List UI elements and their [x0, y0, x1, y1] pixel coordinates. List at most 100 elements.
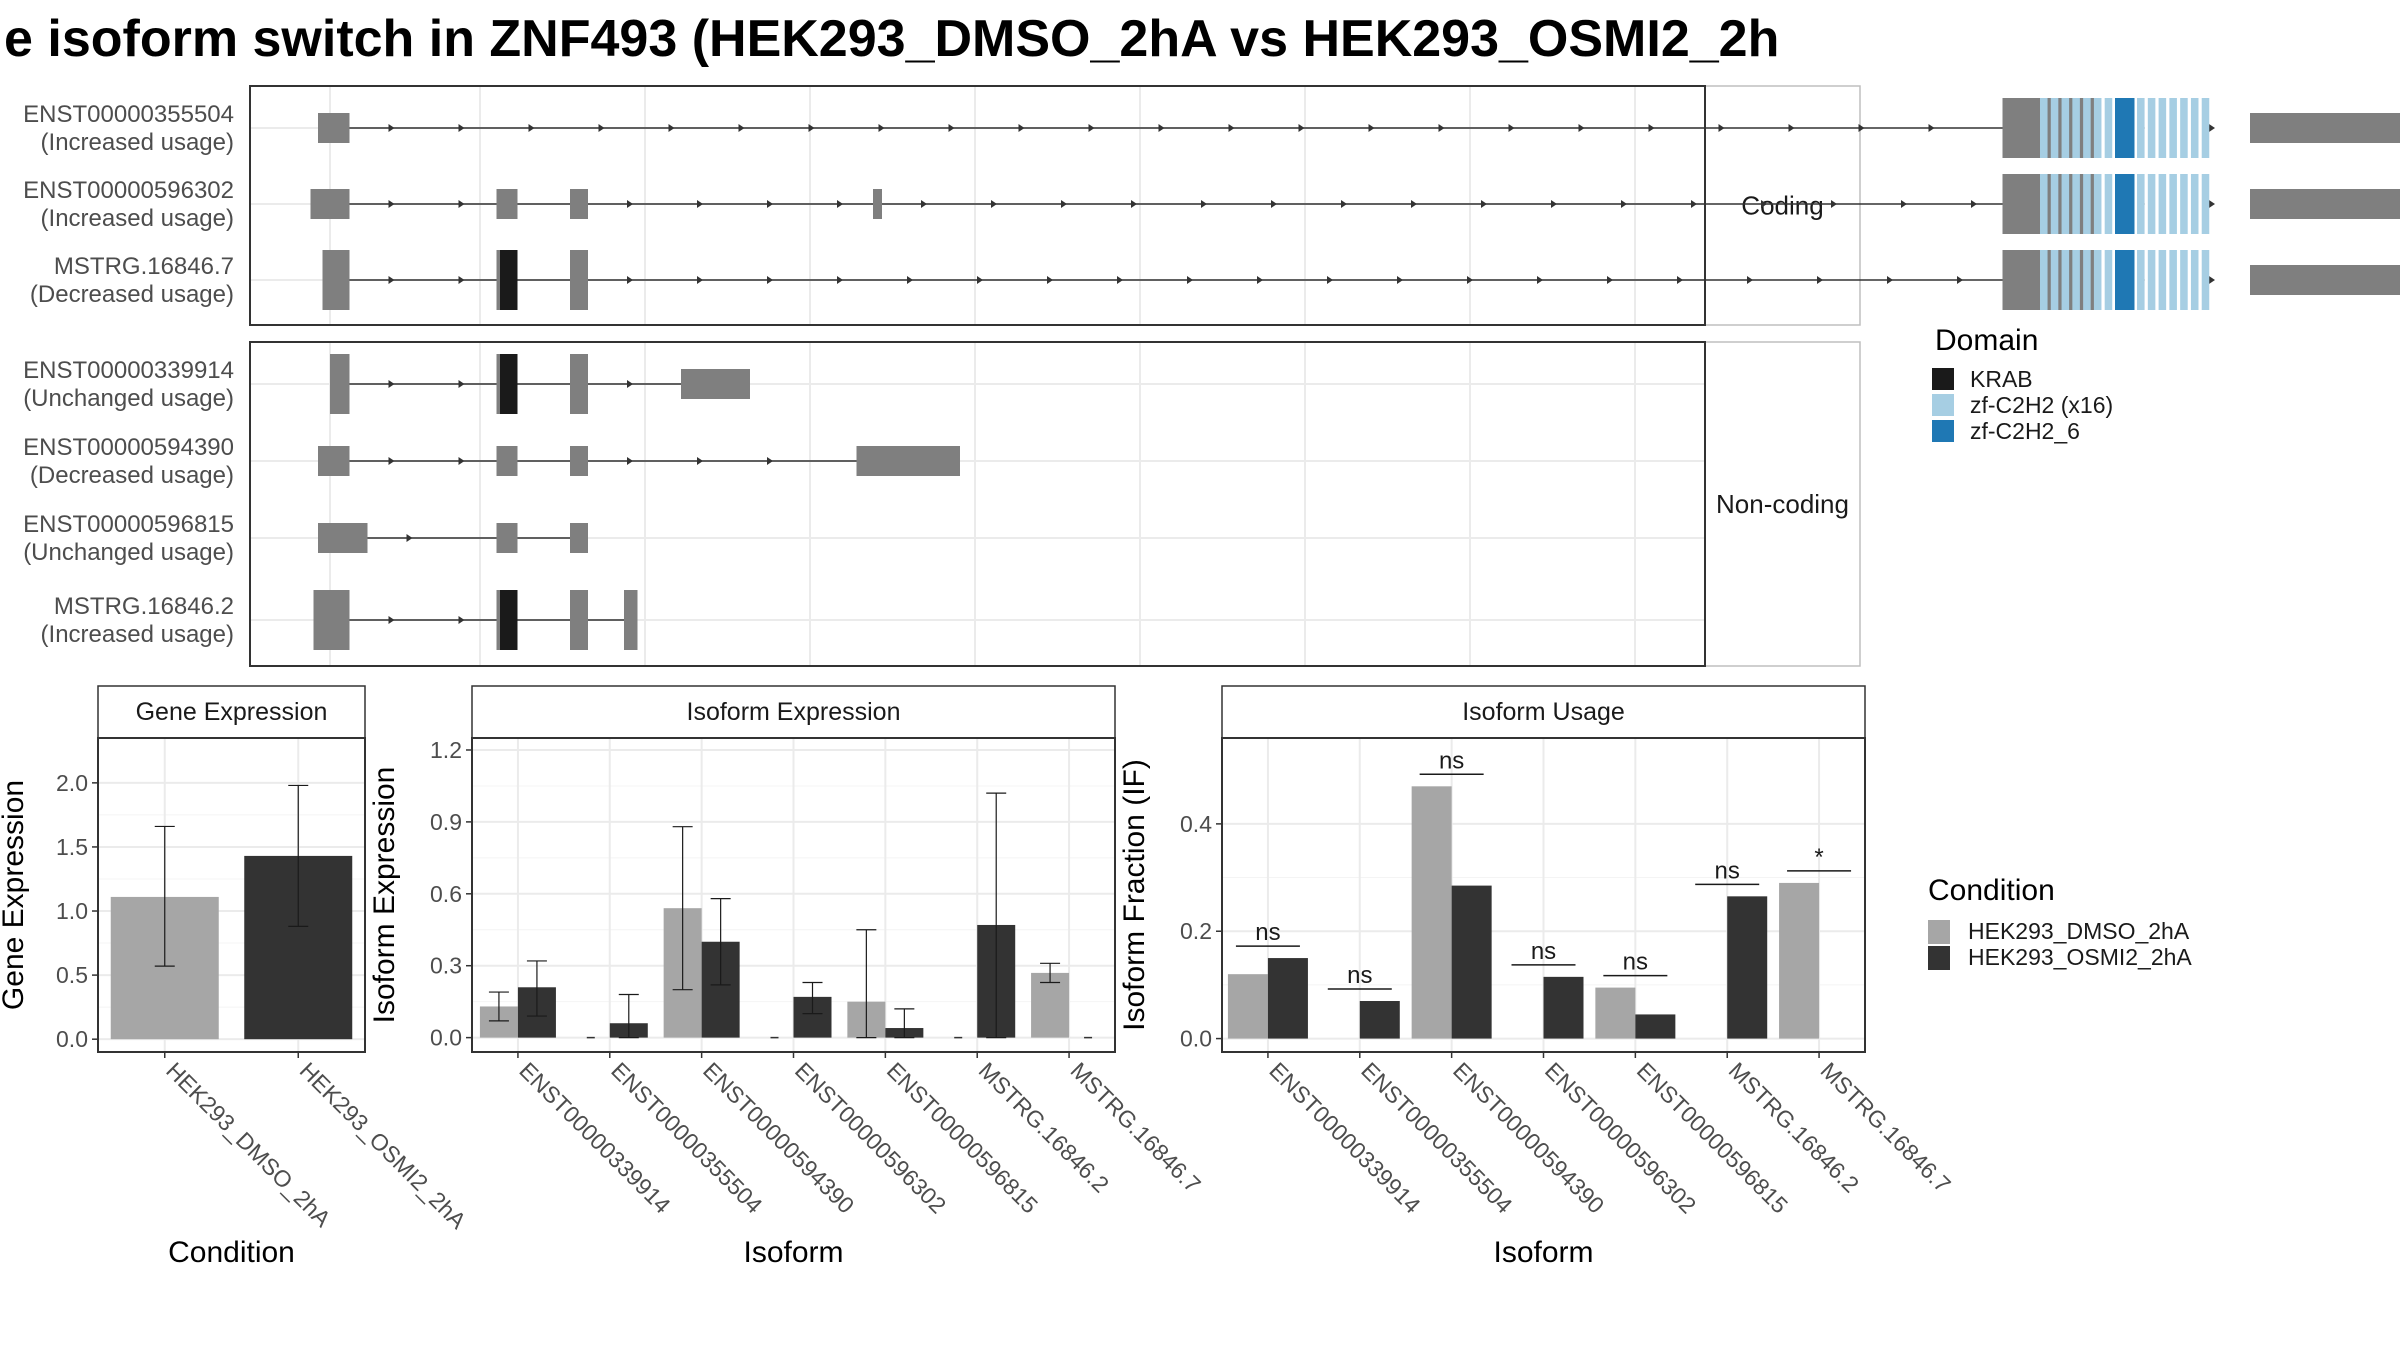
krab-domain	[500, 354, 518, 414]
y-tick-label: 1.2	[430, 737, 462, 763]
significance-label: ns	[1255, 919, 1280, 946]
intron-arrow	[907, 276, 913, 284]
zf-c2h2-domain	[2083, 250, 2091, 310]
y-tick-label: 0.0	[56, 1026, 88, 1052]
intron-arrow	[627, 200, 633, 208]
intron-arrow	[627, 380, 633, 388]
bar-ENST00000339914	[1227, 974, 1268, 1039]
exon-utr	[496, 523, 518, 553]
transcript-usage-label: (Unchanged usage)	[23, 385, 234, 412]
intron-arrow	[388, 457, 395, 465]
intron-arrow	[1368, 124, 1375, 132]
intron-arrow	[1438, 124, 1445, 132]
intron-arrow	[2209, 200, 2215, 208]
exon-utr	[570, 446, 588, 476]
zf-c2h2-domain	[2180, 250, 2188, 310]
transcript-id-label: ENST00000596302	[23, 177, 234, 204]
intron-arrow	[458, 276, 465, 284]
intron-arrow	[2209, 124, 2215, 132]
zf-c2h2-domain	[2083, 98, 2091, 158]
condition-legend-title: Condition	[1928, 874, 2055, 907]
intron-arrow	[668, 124, 675, 132]
y-tick-label: 0.4	[1180, 811, 1212, 837]
x-tick-label: ENST00000594390	[1448, 1057, 1609, 1218]
intron-arrow	[1508, 124, 1515, 132]
zf-c2h2-domain	[2201, 174, 2210, 234]
panel-border	[97, 737, 366, 1053]
transcript-usage-label: (Decreased usage)	[30, 281, 234, 308]
intron-arrow	[1018, 124, 1025, 132]
intron-arrow	[1117, 276, 1123, 284]
intron-arrow	[767, 200, 773, 208]
bar-MSTRG.16846.7	[1031, 972, 1070, 1038]
intron-arrow	[1271, 200, 1277, 208]
bar-ENST00000594390	[1411, 786, 1452, 1039]
exon-utr	[496, 446, 518, 476]
gene-expression-panel: Gene Expression0.00.51.01.52.0HEK293_DMS…	[0, 685, 472, 1269]
intron-arrow	[991, 200, 997, 208]
bar-ENST00000596302	[1543, 976, 1584, 1039]
exon-utr	[2250, 265, 2400, 295]
intron-arrow	[388, 616, 395, 624]
krab-domain	[500, 250, 518, 310]
zf-c2h2-domain	[2147, 174, 2156, 234]
intron-arrow	[767, 457, 773, 465]
bar-MSTRG.16846.7	[1779, 882, 1820, 1039]
transcript-id-label: ENST00000596815	[23, 511, 234, 538]
intron-arrow	[528, 124, 535, 132]
x-axis-title: Isoform	[1493, 1236, 1593, 1269]
transcript-id-label: MSTRG.16846.2	[54, 593, 234, 620]
isoform-usage-panel: Isoform Usage 0.0 0.2 0.4 ns ns ns ns ns ns * ENST0…	[1118, 685, 1956, 1269]
intron-arrow	[1788, 124, 1795, 132]
y-tick-label: 0.6	[430, 881, 462, 907]
zf-c2h2-domain	[2072, 98, 2080, 158]
transcript-id-label: ENST00000594390	[23, 434, 234, 461]
intron-arrow	[1397, 276, 1403, 284]
zf-c2h2-domain	[2104, 174, 2113, 234]
exon-cds	[570, 590, 588, 650]
transcript-usage-label: (Increased usage)	[41, 621, 234, 648]
intron-arrow	[837, 276, 843, 284]
exon-utr	[318, 113, 350, 143]
exon-utr	[873, 189, 882, 219]
transcript-usage-label: (Increased usage)	[41, 205, 234, 232]
transcript-id-label: MSTRG.16846.7	[54, 253, 234, 280]
zf-c2h2-domain	[2190, 250, 2199, 310]
intron-arrow	[1228, 124, 1235, 132]
zf-c2h2-domain	[2190, 174, 2199, 234]
zf-c2h2-6-domain	[2115, 98, 2135, 158]
krab-domain	[500, 590, 518, 650]
panel-title: Isoform Usage	[1462, 698, 1625, 726]
zf-c2h2-domain	[2169, 250, 2177, 310]
exon-utr	[310, 189, 350, 219]
zf-c2h2-domain	[2158, 174, 2167, 234]
significance-label: ns	[1439, 747, 1464, 774]
transcript-usage-label: (Decreased usage)	[30, 462, 234, 489]
y-tick-label: 0.2	[1180, 918, 1212, 944]
x-tick-label: ENST00000355504	[606, 1057, 767, 1218]
zf-c2h2-domain	[2040, 98, 2048, 158]
y-axis-title: Isoform Expression	[368, 767, 401, 1024]
y-tick-label: 1.5	[56, 834, 88, 860]
x-tick-label: ENST00000596815	[1632, 1057, 1793, 1218]
intron-arrow	[738, 124, 745, 132]
facet-label: Non-coding	[1716, 489, 1849, 519]
intron-arrow	[1761, 200, 1767, 208]
zf-c2h2-domain	[2137, 174, 2145, 234]
intron-arrow	[458, 616, 465, 624]
intron-arrow	[1298, 124, 1305, 132]
exon-cds	[570, 354, 588, 414]
transcript-id-label: ENST00000355504	[23, 101, 234, 128]
intron-arrow	[948, 124, 955, 132]
intron-arrow	[458, 200, 465, 208]
domain-legend-title: Domain	[1935, 324, 2038, 357]
significance-label: *	[1814, 844, 1823, 871]
intron-arrow	[1131, 200, 1137, 208]
intron-arrow	[406, 534, 413, 542]
intron-arrow	[1887, 276, 1893, 284]
intron-arrow	[1467, 276, 1473, 284]
x-tick-label: ENST00000339914	[514, 1057, 675, 1218]
intron-arrow	[878, 124, 885, 132]
zf-c2h2-domain	[2147, 250, 2156, 310]
